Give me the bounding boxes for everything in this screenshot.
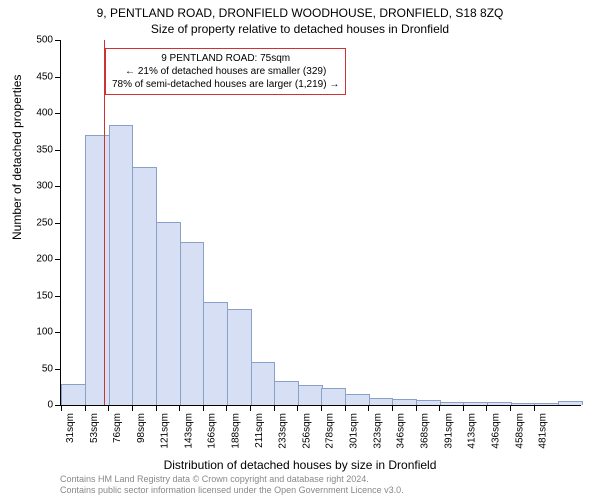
x-tick-label: 31sqm <box>65 413 76 443</box>
histogram-bar <box>463 402 488 405</box>
x-tick <box>321 405 322 411</box>
x-tick <box>439 405 440 411</box>
y-tick-label: 400 <box>36 108 53 119</box>
x-tick-label: 346sqm <box>396 413 407 449</box>
y-tick <box>55 186 61 187</box>
y-tick <box>55 332 61 333</box>
y-tick-label: 100 <box>36 327 53 338</box>
x-tick-label: 166sqm <box>207 413 218 449</box>
x-axis-label: Distribution of detached houses by size … <box>0 458 600 472</box>
x-tick-label: 211sqm <box>254 413 265 448</box>
x-tick <box>61 405 62 411</box>
y-tick <box>55 369 61 370</box>
page-title: 9, PENTLAND ROAD, DRONFIELD WOODHOUSE, D… <box>0 6 600 20</box>
y-tick-label: 500 <box>36 35 53 46</box>
histogram-plot: 05010015020025030035040045050031sqm53sqm… <box>60 40 581 406</box>
y-tick-label: 250 <box>36 217 53 228</box>
x-tick-label: 323sqm <box>372 413 383 449</box>
x-tick-label: 143sqm <box>183 413 194 449</box>
x-tick <box>274 405 275 411</box>
histogram-bar <box>132 167 157 405</box>
x-tick <box>203 405 204 411</box>
x-tick-label: 233sqm <box>278 413 289 449</box>
annotation-line-1: 9 PENTLAND ROAD: 75sqm <box>112 52 339 65</box>
x-tick <box>156 405 157 411</box>
y-tick-label: 450 <box>36 71 53 82</box>
histogram-bar <box>251 362 276 405</box>
x-tick <box>416 405 417 411</box>
x-tick <box>132 405 133 411</box>
footer-line-1: Contains HM Land Registry data © Crown c… <box>60 474 404 485</box>
histogram-bar <box>321 388 346 405</box>
histogram-bar <box>109 125 134 405</box>
histogram-bar <box>345 394 370 405</box>
x-tick-label: 458sqm <box>514 413 525 449</box>
y-tick <box>55 296 61 297</box>
y-tick-label: 350 <box>36 144 53 155</box>
y-tick <box>55 113 61 114</box>
x-tick-label: 53sqm <box>89 413 100 443</box>
x-tick <box>297 405 298 411</box>
y-tick <box>55 40 61 41</box>
histogram-bar <box>61 384 86 405</box>
y-tick <box>55 77 61 78</box>
x-tick <box>108 405 109 411</box>
annotation-box: 9 PENTLAND ROAD: 75sqm← 21% of detached … <box>105 48 346 95</box>
x-tick <box>368 405 369 411</box>
histogram-bar <box>274 381 299 405</box>
histogram-bar <box>416 400 441 405</box>
y-tick <box>55 259 61 260</box>
x-tick-label: 188sqm <box>230 413 241 449</box>
x-tick <box>179 405 180 411</box>
x-tick <box>463 405 464 411</box>
x-tick <box>85 405 86 411</box>
y-tick-label: 200 <box>36 254 53 265</box>
x-tick <box>534 405 535 411</box>
histogram-bar <box>487 402 512 405</box>
x-tick-label: 121sqm <box>160 413 171 449</box>
x-tick <box>345 405 346 411</box>
x-tick-label: 436sqm <box>490 413 501 449</box>
histogram-bar <box>85 135 110 405</box>
histogram-bar <box>180 242 205 405</box>
annotation-line-3: 78% of semi-detached houses are larger (… <box>112 78 339 91</box>
x-tick-label: 481sqm <box>538 413 549 449</box>
footer-attribution: Contains HM Land Registry data © Crown c… <box>60 474 404 496</box>
y-tick <box>55 150 61 151</box>
y-axis-label: Number of detached properties <box>10 75 24 240</box>
x-tick <box>250 405 251 411</box>
histogram-bar <box>369 398 394 405</box>
histogram-bar <box>203 302 228 405</box>
x-tick <box>486 405 487 411</box>
x-tick-label: 391sqm <box>443 413 454 449</box>
histogram-bar <box>440 402 465 405</box>
histogram-bar <box>558 401 583 405</box>
histogram-bar <box>392 399 417 405</box>
y-tick-label: 0 <box>47 400 53 411</box>
annotation-line-2: ← 21% of detached houses are smaller (32… <box>112 65 339 78</box>
x-tick-label: 301sqm <box>349 413 360 449</box>
x-tick-label: 256sqm <box>301 413 312 449</box>
x-tick <box>510 405 511 411</box>
x-tick-label: 368sqm <box>420 413 431 449</box>
y-tick-label: 50 <box>42 363 53 374</box>
histogram-bar <box>227 309 252 405</box>
x-tick-label: 98sqm <box>136 413 147 443</box>
histogram-bar <box>534 403 559 405</box>
footer-line-2: Contains public sector information licen… <box>60 485 404 496</box>
x-tick-label: 413sqm <box>467 413 478 449</box>
x-tick-label: 76sqm <box>112 413 123 443</box>
y-tick <box>55 223 61 224</box>
y-tick-label: 150 <box>36 290 53 301</box>
histogram-bar <box>511 403 536 405</box>
y-tick-label: 300 <box>36 181 53 192</box>
page-subtitle: Size of property relative to detached ho… <box>0 22 600 36</box>
histogram-bar <box>298 385 323 405</box>
x-tick <box>226 405 227 411</box>
x-tick-label: 278sqm <box>325 413 336 449</box>
histogram-bar <box>156 222 181 405</box>
x-tick <box>392 405 393 411</box>
